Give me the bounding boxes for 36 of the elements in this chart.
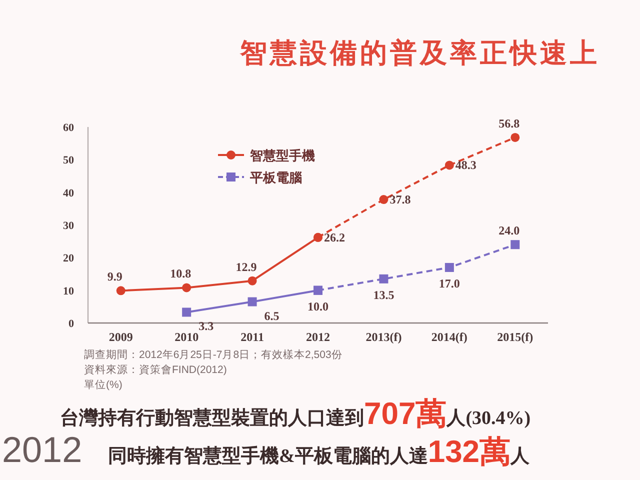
- x-tick-label: 2014(f): [431, 330, 468, 344]
- chart-title: 智慧設備的普及率正快速上: [240, 38, 600, 68]
- legend-label: 平板電腦: [249, 170, 302, 185]
- y-tick-label: 20: [63, 252, 74, 265]
- y-tick-label: 10: [63, 285, 74, 298]
- data-label: 56.8: [498, 116, 520, 130]
- data-label: 13.5: [373, 288, 394, 302]
- x-tick-label: 2015(f): [497, 330, 534, 344]
- data-label: 10.0: [308, 299, 328, 314]
- data-label: 37.8: [390, 192, 411, 207]
- x-tick-label: 2013(f): [366, 330, 402, 344]
- data-label: 17.0: [438, 276, 460, 290]
- y-tick-label: 50: [63, 154, 74, 167]
- note: 調查期間：2012年6月25日-7月8日；有效樣本2,503份: [84, 349, 342, 361]
- data-label: 10.8: [170, 266, 192, 281]
- data-label: 3.3: [198, 319, 214, 334]
- data-label: 48.3: [455, 158, 476, 172]
- y-tick-label: 60: [63, 122, 74, 134]
- y-tick-label: 40: [63, 187, 74, 200]
- y-tick-label: 30: [63, 220, 74, 232]
- data-label: 6.5: [264, 308, 280, 323]
- annotation: 2012: [2, 429, 82, 470]
- x-tick-label: 2009: [108, 330, 133, 344]
- x-tick-label: 2011: [240, 330, 264, 344]
- y-tick-label: 0: [68, 318, 74, 330]
- x-tick-label: 2012: [306, 330, 330, 344]
- data-label: 9.9: [107, 270, 122, 284]
- data-label: 24.0: [498, 224, 520, 238]
- note: 資料來源：資策會FIND(2012): [84, 364, 227, 376]
- annotation: 同時擁有智慧型手機&平板電腦的人達132萬人: [108, 434, 530, 469]
- legend-label: 智慧型手機: [249, 148, 315, 163]
- annotation: 台灣持有行動智慧型裝置的人口達到707萬人(30.4%): [60, 396, 531, 431]
- data-label: 12.9: [236, 260, 257, 274]
- note: 單位(%): [84, 379, 122, 391]
- data-label: 26.2: [324, 230, 345, 244]
- x-tick-label: 2010: [174, 330, 199, 344]
